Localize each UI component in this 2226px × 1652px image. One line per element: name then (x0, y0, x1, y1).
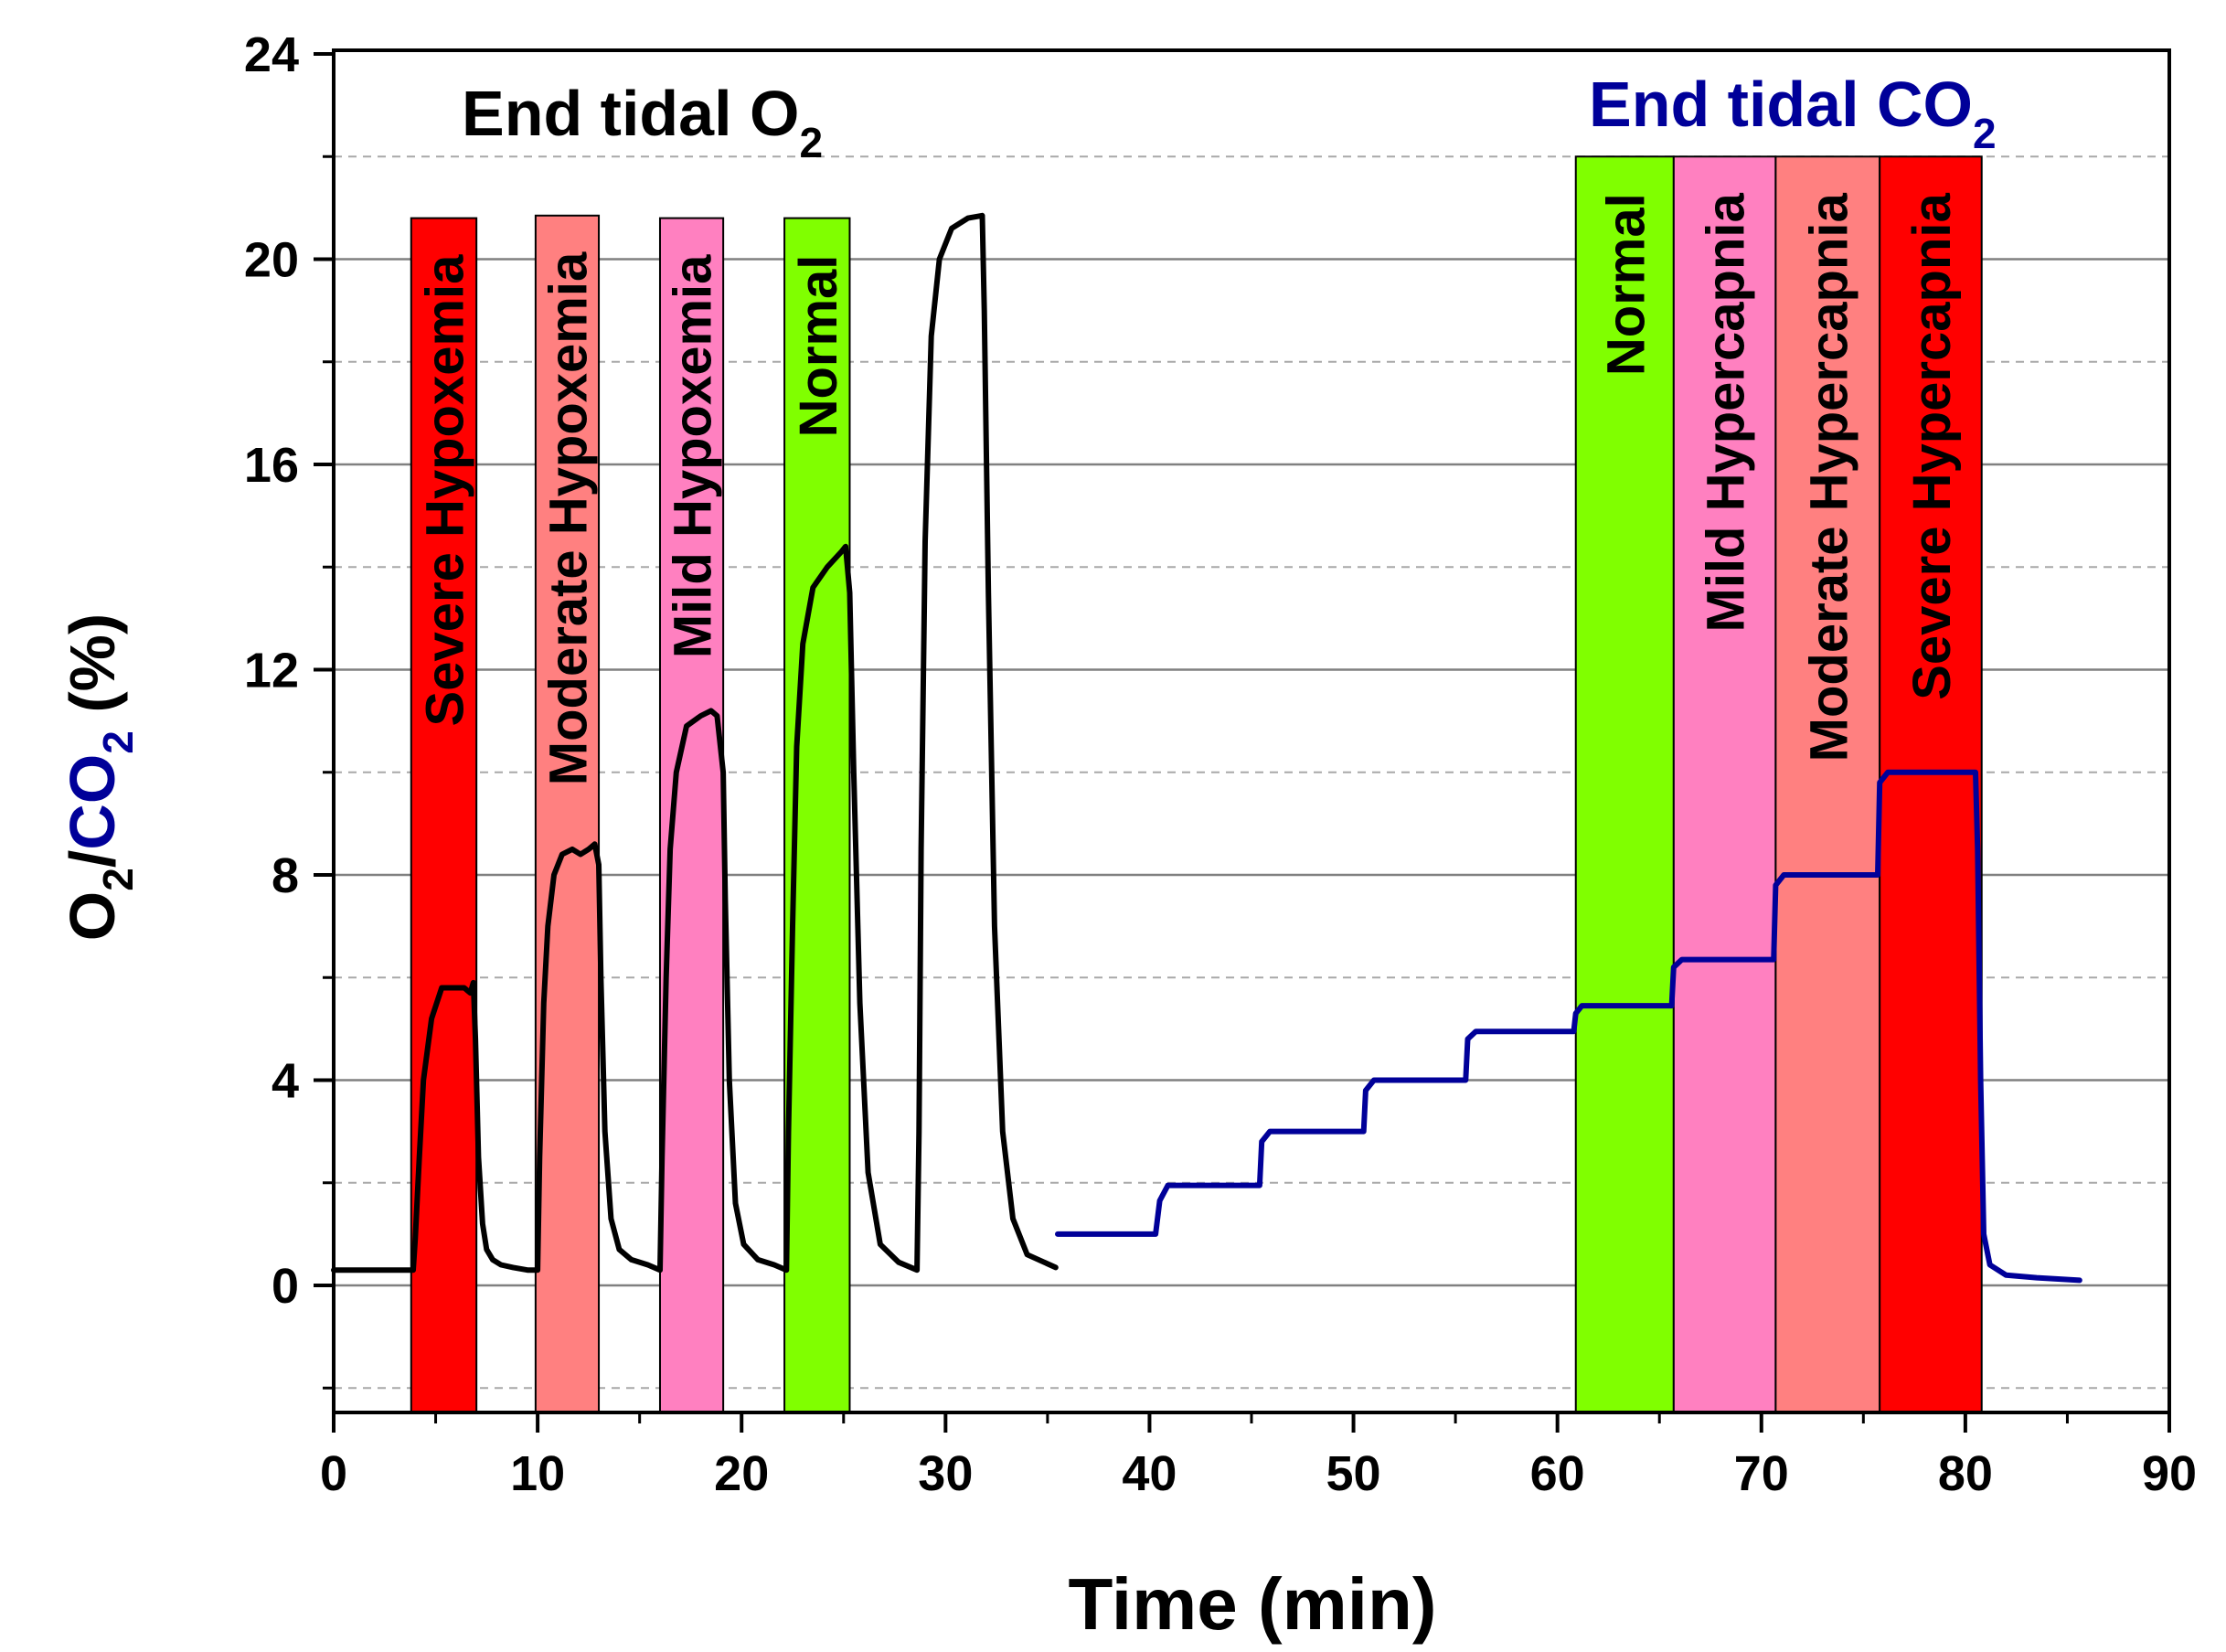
series-line (331, 212, 1059, 1274)
band-label: Normal (789, 255, 848, 438)
y-tick-label: 16 (244, 438, 299, 493)
band-label: Moderate Hypercapnia (1799, 193, 1859, 762)
band-labels: Severe Hypoxemia Moderate Hypoxemia Mild H… (415, 193, 1961, 786)
y-tick-label: 8 (272, 848, 299, 903)
x-tick-label: 80 (1938, 1446, 1993, 1501)
condition-bands (410, 155, 1983, 1414)
y-tick-label: 4 (272, 1054, 299, 1109)
band-label: Moderate Hypoxemia (538, 251, 598, 785)
band-label: Normal (1596, 193, 1656, 376)
data-series (331, 212, 2082, 1284)
condition-band (1879, 155, 1983, 1413)
o2-title: End tidal O2 (462, 78, 823, 166)
y-tick-label: 24 (244, 27, 299, 82)
x-tick-label: 20 (714, 1446, 769, 1501)
series-line (1055, 769, 2082, 1284)
x-tick-label: 50 (1326, 1446, 1381, 1501)
y-tick-label: 0 (272, 1259, 299, 1314)
x-tick-label: 70 (1734, 1446, 1789, 1501)
y-tick-label: 12 (244, 644, 299, 698)
x-tick-label: 30 (918, 1446, 973, 1501)
band-label: Mild Hypoxemia (664, 254, 723, 658)
x-tick-label: 10 (510, 1446, 565, 1501)
condition-band (410, 217, 478, 1414)
y-tick-label: 20 (244, 233, 299, 288)
x-axis-label: Time (min) (1068, 1563, 1436, 1645)
condition-band (1774, 155, 1881, 1413)
band-label: Severe Hypoxemia (415, 254, 474, 727)
x-tick-label: 90 (2142, 1446, 2197, 1501)
x-tick-label: 0 (320, 1446, 347, 1501)
y-axis-label: O2/CO2 (%) (57, 613, 142, 941)
co2-title: End tidal CO2 (1589, 69, 1997, 157)
band-label: Severe Hypercapnia (1902, 193, 1962, 700)
x-tick-label: 40 (1122, 1446, 1177, 1501)
x-tick-label: 60 (1530, 1446, 1585, 1501)
band-label: Mild Hypercapnia (1697, 193, 1756, 633)
axis-ticks: 0 10 20 30 40 50 60 70 80 90 0 4 8 12 16 20 24 (244, 27, 2197, 1501)
condition-band (1672, 155, 1777, 1413)
